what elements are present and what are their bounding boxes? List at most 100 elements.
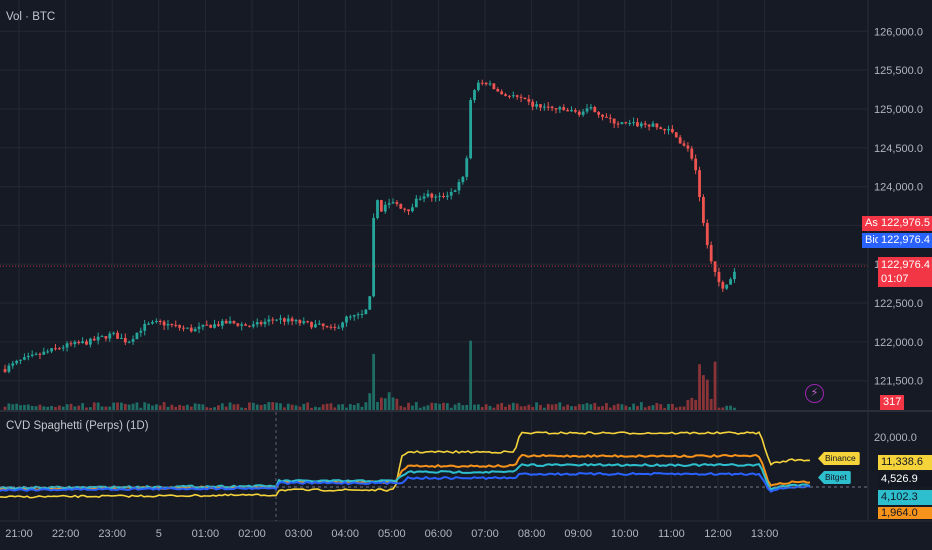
candle-body — [577, 111, 581, 115]
time-axis[interactable]: 21:00 22:00 23:00 5 01:00 02:00 03:00 04:00 05:0… — [5, 528, 778, 540]
candle-body — [717, 272, 721, 283]
price-tick-label: 122,500.0 — [874, 298, 923, 310]
candle-body — [546, 106, 550, 108]
volume-bar — [34, 406, 38, 410]
volume-bar — [356, 403, 360, 410]
candle-body — [251, 324, 255, 327]
candle-body — [705, 223, 709, 246]
candle-body — [678, 137, 682, 144]
candle-body — [321, 323, 325, 327]
candle-body — [550, 106, 554, 109]
candle-body — [663, 129, 667, 131]
volume-bar — [23, 404, 26, 410]
candle-body — [7, 365, 11, 372]
volume-bar — [92, 402, 96, 410]
volume-bar — [593, 402, 597, 410]
volume-bar — [104, 406, 108, 410]
candle-body — [399, 203, 403, 209]
price-tick-label: 124,500.0 — [874, 143, 923, 155]
candle-body — [682, 143, 686, 146]
volume-bar — [473, 404, 476, 410]
candle-body — [686, 145, 690, 149]
price-tick-label: 122,000.0 — [874, 337, 923, 349]
candle-body — [391, 202, 395, 204]
volume-bar — [523, 406, 527, 410]
candle-body — [511, 95, 515, 97]
candle-body — [197, 326, 201, 329]
volume-bar — [418, 407, 422, 410]
cvd-lines[interactable] — [0, 431, 868, 499]
time-label: 23:00 — [98, 528, 126, 540]
candle-body — [345, 316, 348, 323]
volume-bar — [244, 407, 247, 410]
candle-body — [19, 359, 22, 361]
candle-body — [34, 353, 38, 355]
volume-bar — [360, 406, 364, 410]
candle-body — [558, 107, 562, 110]
volume-bar — [329, 403, 333, 410]
volume-bar — [282, 407, 286, 410]
candle-body — [100, 336, 104, 338]
candlestick-series[interactable] — [3, 79, 736, 374]
volume-bar — [721, 407, 725, 410]
grid-lines — [0, 0, 868, 520]
indicator-title[interactable]: CVD Spaghetti (Perps) (1D) — [6, 420, 149, 432]
volume-bar — [542, 407, 546, 410]
candle-body — [329, 326, 333, 328]
time-label: 22:00 — [52, 528, 80, 540]
volume-bar — [663, 407, 667, 410]
time-label: 21:00 — [5, 528, 33, 540]
volume-bar — [69, 403, 73, 410]
candle-body — [379, 200, 383, 212]
volume-bar — [325, 403, 329, 410]
volume-bar — [259, 405, 263, 410]
candle-body — [30, 354, 34, 356]
candle-body — [438, 195, 441, 197]
candle-body — [189, 327, 193, 332]
volume-bar — [620, 404, 624, 410]
candle-body — [605, 116, 608, 118]
volume-bar — [686, 399, 690, 410]
candle-body — [414, 198, 418, 208]
candle-body — [457, 182, 461, 191]
candle-body — [154, 320, 158, 322]
time-label: 05:00 — [378, 528, 406, 540]
candle-body — [73, 341, 77, 345]
volume-bar — [519, 406, 523, 410]
candle-body — [170, 324, 174, 326]
volume-bar — [430, 402, 434, 410]
candle-body — [248, 325, 251, 327]
volume-bar — [213, 407, 216, 410]
volume-bar — [88, 407, 92, 410]
candle-body — [395, 202, 399, 204]
candle-body — [205, 324, 209, 326]
candle-body — [608, 117, 612, 119]
candle-body — [57, 348, 61, 350]
candle-body — [434, 196, 438, 198]
candle-body — [453, 190, 457, 193]
time-label: 5 — [156, 528, 162, 540]
volume-bars — [3, 340, 736, 410]
candle-body — [178, 325, 182, 328]
volume-bar — [50, 405, 53, 410]
volume-bar — [585, 403, 589, 410]
volume-bar — [508, 404, 511, 410]
candle-body — [81, 341, 85, 344]
lightning-icon[interactable]: ⚡ — [805, 384, 824, 403]
volume-bar — [694, 399, 698, 410]
price-tick-label: 125,500.0 — [874, 65, 923, 77]
candle-body — [11, 363, 15, 366]
candle-body — [570, 110, 573, 112]
volume-bar — [624, 405, 628, 410]
price-tick-label: 124,000.0 — [874, 182, 923, 194]
candle-body — [484, 82, 488, 85]
chart-legend[interactable]: Vol · BTC — [6, 11, 56, 23]
candle-body — [508, 95, 511, 97]
blue-cvd-line — [0, 471, 811, 493]
volume-bar — [667, 403, 670, 410]
candle-body — [147, 323, 150, 325]
candle-body — [647, 124, 651, 127]
volume-bar — [112, 402, 116, 410]
